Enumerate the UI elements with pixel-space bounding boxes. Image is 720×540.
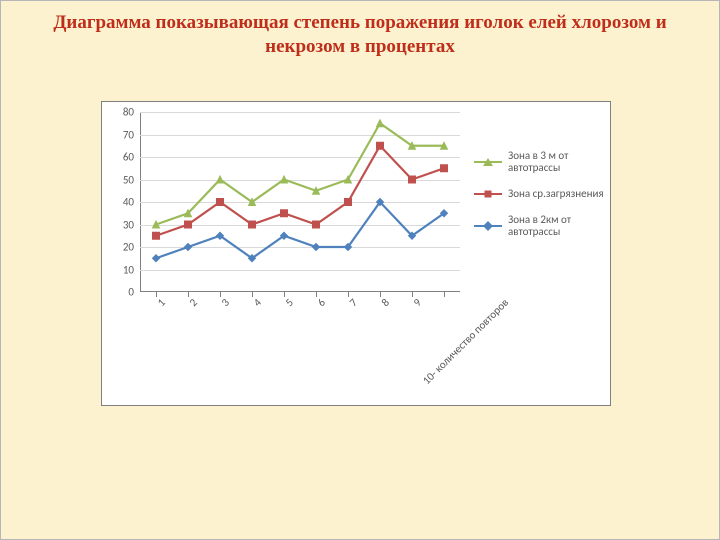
series-marker [185,221,192,228]
series-marker [345,199,352,206]
x-tick-label: 3 [219,296,232,309]
series-marker [153,232,160,239]
series-marker [377,142,384,149]
series-marker [281,210,288,217]
y-tick-label: 20 [123,241,134,254]
legend-swatch [474,188,502,200]
y-tick-label: 50 [123,173,134,186]
series-marker [153,255,160,262]
series-marker [185,244,192,251]
series-line [156,123,444,224]
series-marker [313,244,320,251]
chart-container: 0 10 20 30 40 50 60 70 80 1 2 3 4 5 6 7 8 910- количество… [101,101,611,406]
series-marker [217,199,224,206]
x-tick-label: 8 [379,296,392,309]
legend: Зона в 3 м от автотрассы Зона ср.загрязне… [474,150,610,252]
y-tick-label: 0 [128,286,134,299]
legend-marker-icon [485,191,492,198]
legend-swatch [474,156,502,168]
x-tick-label: 7 [347,296,360,309]
series-marker [249,221,256,228]
x-tick-label: 10- количество повторов [420,296,511,387]
x-tick-label: 9 [411,296,424,309]
y-tick-label: 30 [123,218,134,231]
legend-label: Зона в 3 м от автотрассы [508,150,610,174]
legend-swatch [474,220,502,232]
legend-item: Зона в 2км от автотрассы [474,214,610,238]
slide: Диаграмма показывающая степень поражения… [0,0,720,540]
plot-area: 0102030405060708012345678910- количество… [140,112,460,292]
x-tick-label: 1 [155,296,168,309]
series-marker [217,176,224,183]
series-marker [313,221,320,228]
legend-item: Зона ср.загрязнения [474,188,610,200]
x-tick-label: 6 [315,296,328,309]
legend-marker-icon [483,158,493,166]
series-marker [441,165,448,172]
y-tick-label: 70 [123,128,134,141]
series-marker [377,120,384,127]
y-tick-label: 40 [123,196,134,209]
y-tick-label: 10 [123,263,134,276]
series-line [156,146,444,236]
legend-label: Зона ср.загрязнения [508,188,604,200]
x-tick [444,292,445,297]
legend-item: Зона в 3 м от автотрассы [474,150,610,174]
series-line [156,202,444,258]
slide-title: Диаграмма показывающая степень поражения… [1,11,719,59]
legend-label: Зона в 2км от автотрассы [508,214,610,238]
y-tick-label: 80 [123,106,134,119]
y-tick-label: 60 [123,151,134,164]
legend-marker-icon [483,221,493,231]
x-tick-label: 4 [251,296,264,309]
x-tick-label: 5 [283,296,296,309]
series-svg [140,112,460,292]
series-marker [409,176,416,183]
x-tick-label: 2 [187,296,200,309]
